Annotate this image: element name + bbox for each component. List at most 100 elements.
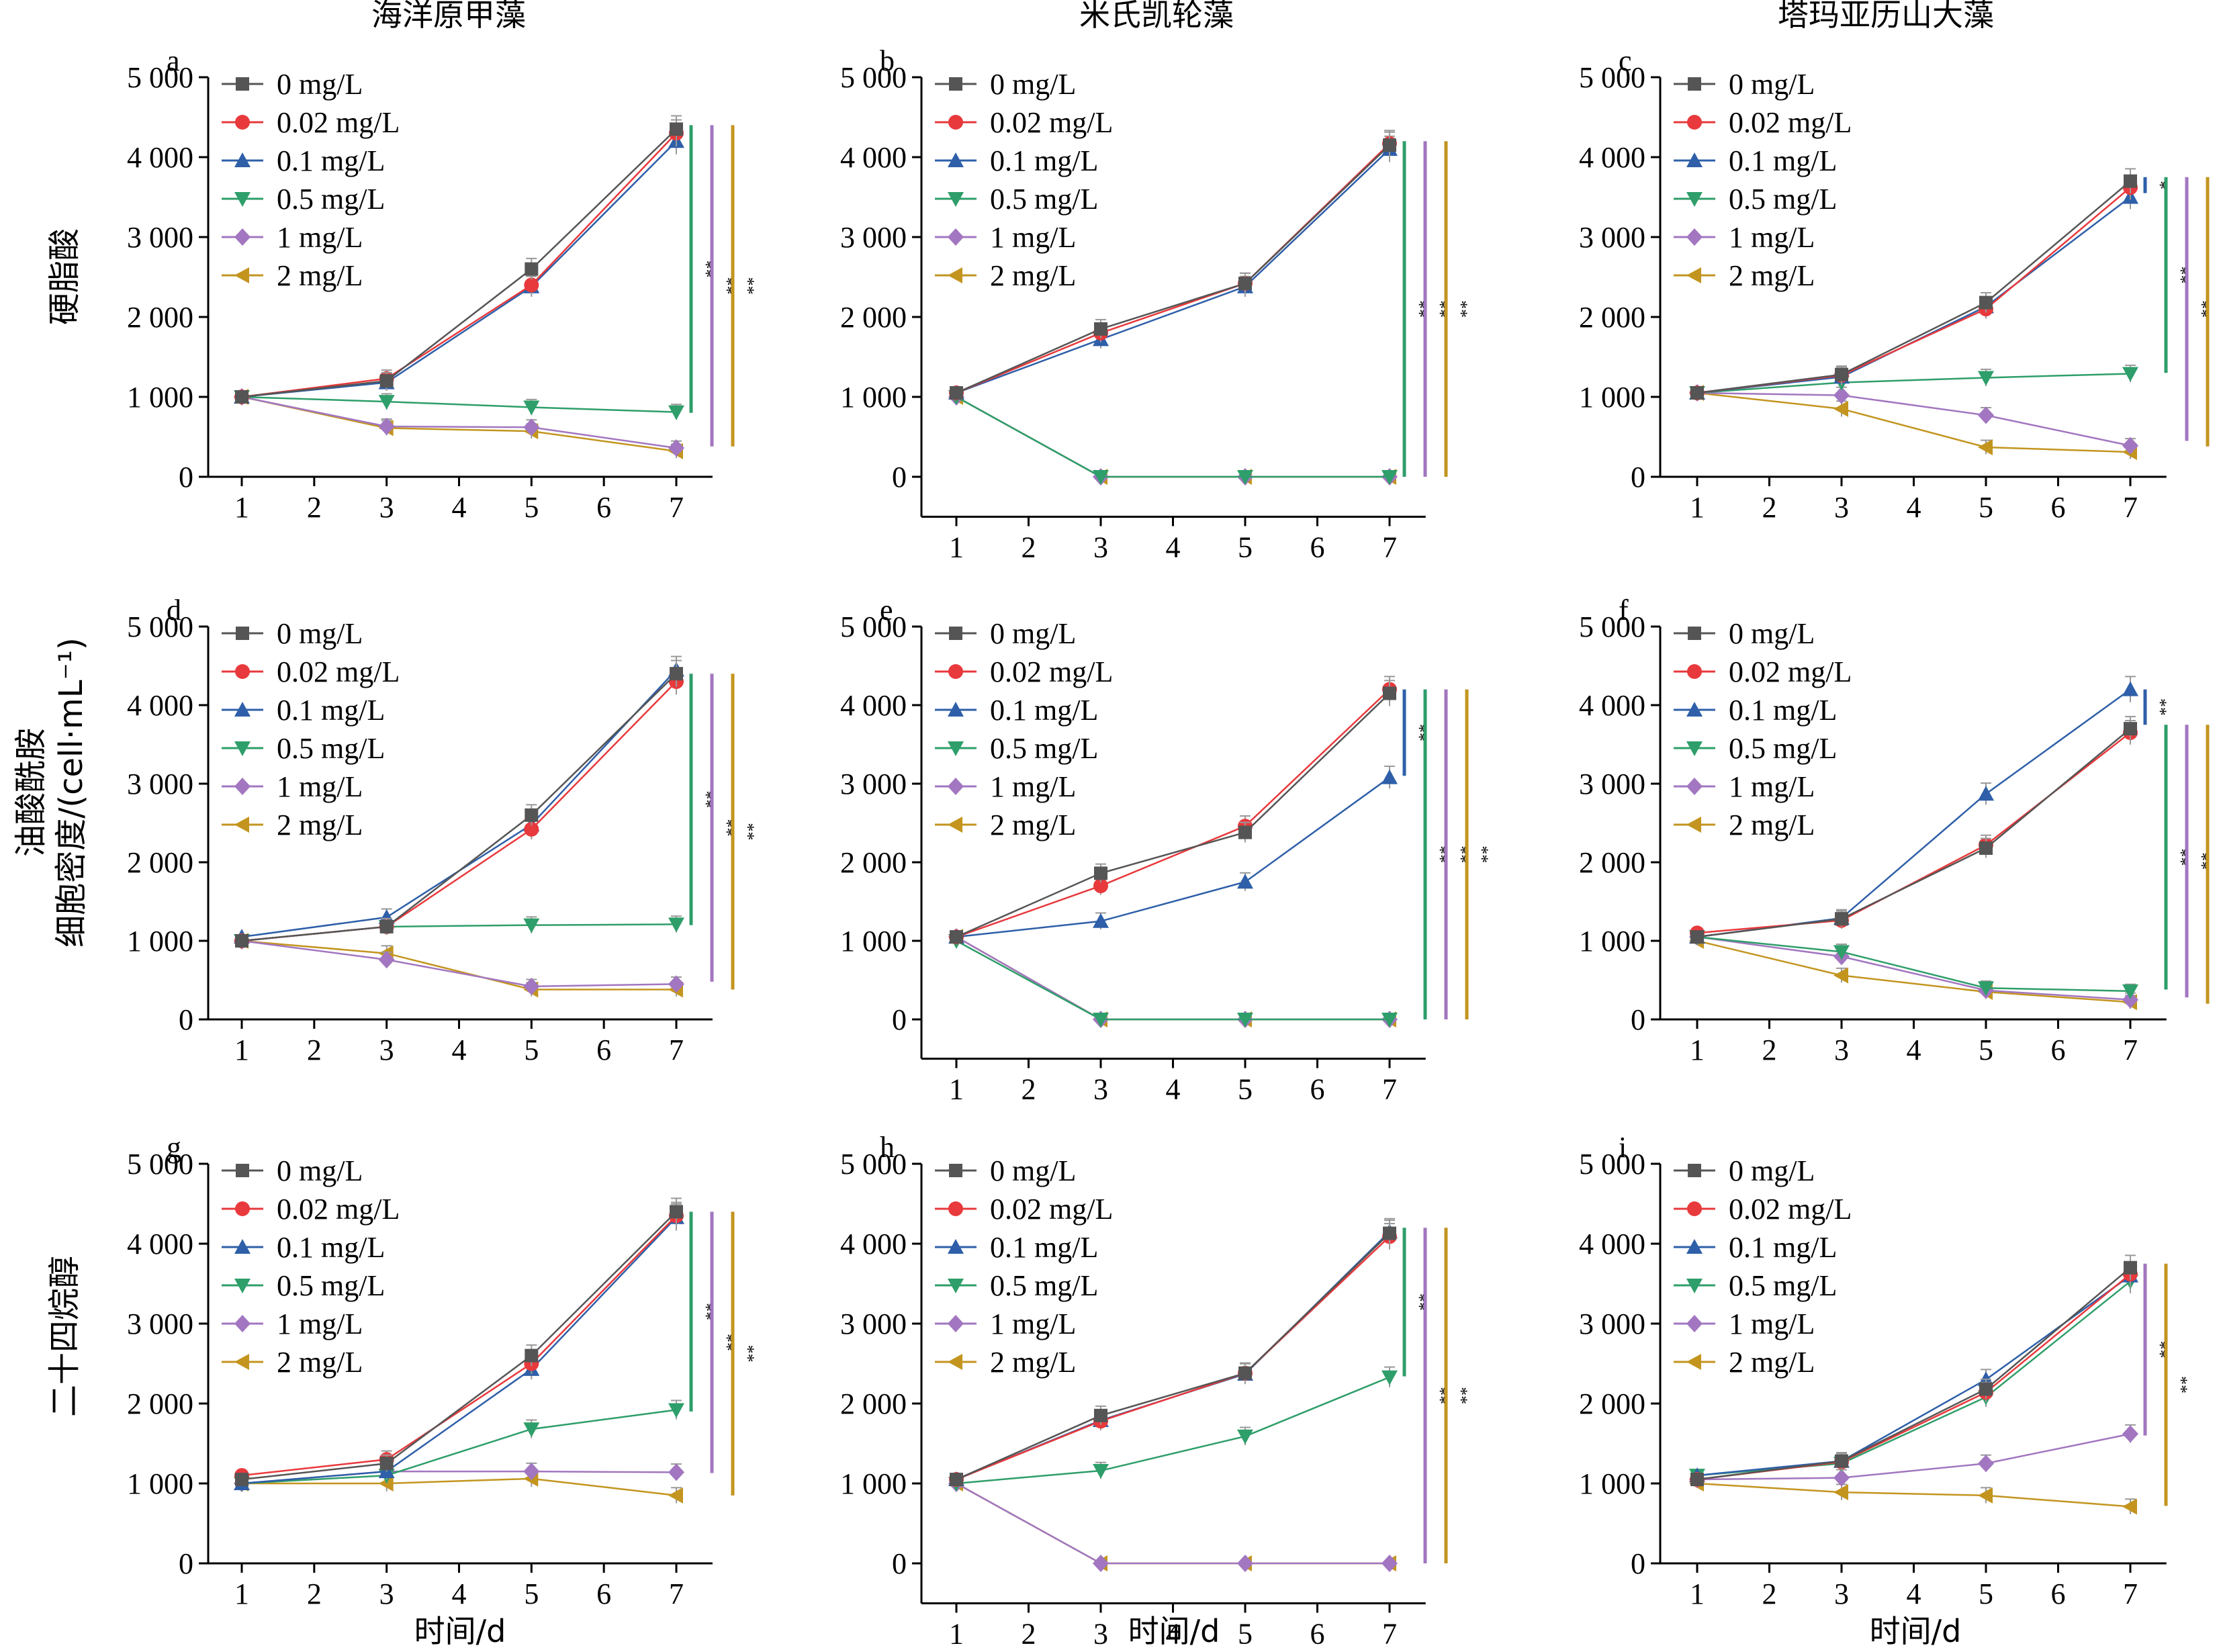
y-tick-label: 2 000: [840, 301, 907, 334]
legend-marker: [1686, 1315, 1703, 1332]
data-point: [378, 395, 395, 410]
legend-marker: [1686, 267, 1701, 283]
legend-label: 2 mg/L: [990, 1346, 1076, 1379]
y-tick-label: 4 000: [840, 689, 907, 722]
legend-label: 0.5 mg/L: [990, 183, 1098, 216]
data-point: [1381, 1013, 1398, 1027]
panel-letter: b: [880, 44, 895, 77]
panel-f: 0 1 000 2 000 3 000 4 000 5 000 1 2 3 4 5 6 7 f 0 mg/L…: [1579, 594, 2221, 1066]
series-line: [241, 923, 677, 942]
y-tick-label: 3 000: [840, 768, 907, 800]
data-point: [1833, 400, 1848, 417]
col-title-3: 塔玛亚历山大藻: [1778, 0, 1994, 33]
data-point: [668, 1403, 684, 1418]
legend-label: 0.5 mg/L: [1729, 732, 1837, 765]
row-label-2: 油酸酰胺: [12, 728, 50, 857]
y-tick-label: 3 000: [1579, 221, 1645, 254]
x-tick-label: 5: [1979, 491, 1993, 524]
legend-label: 1 mg/L: [277, 770, 363, 803]
legend-label: 0 mg/L: [1729, 68, 1815, 101]
panel-letter: h: [880, 1131, 895, 1164]
legend-label: 2 mg/L: [1729, 1346, 1815, 1379]
data-point: [950, 1473, 963, 1487]
panel-i: 0 1 000 2 000 3 000 4 000 5 000 1 2 3 4 5 6 7 i 0 mg/L…: [1579, 1131, 2191, 1610]
legend-label: 0.1 mg/L: [990, 694, 1098, 727]
legend-marker: [235, 115, 250, 130]
data-point: [1237, 1555, 1253, 1572]
series-line: [956, 396, 1390, 478]
legend-marker: [234, 267, 249, 283]
legend-label: 0.1 mg/L: [277, 144, 385, 177]
legend-marker: [1688, 77, 1701, 91]
legend-label: 1 mg/L: [990, 221, 1076, 254]
series-line: [1696, 1432, 2131, 1481]
data-point: [1383, 138, 1396, 152]
x-tick-label: 6: [2051, 1034, 2066, 1066]
data-point: [668, 1463, 684, 1481]
series-line: [241, 128, 677, 398]
y-tick-label: 0: [892, 461, 907, 494]
series-line: [956, 144, 1390, 394]
panel-letter: c: [1619, 44, 1632, 77]
data-point: [1238, 277, 1252, 291]
x-tick-label: 4: [452, 491, 467, 524]
legend-label: 0 mg/L: [990, 68, 1076, 101]
x-tick-label: 1: [949, 1073, 964, 1106]
y-tick-label: 3 000: [1579, 1307, 1645, 1340]
x-tick-label: 5: [524, 491, 539, 524]
row-label-1: 硬脂酸: [46, 228, 83, 325]
y-tick-label: 0: [1631, 1547, 1645, 1580]
series-line: [241, 396, 677, 449]
data-point: [1979, 1382, 1993, 1396]
panel-e: 0 1 000 2 000 3 000 4 000 5 000 1 2 3 4 5 6 7 e 0 mg/L…: [840, 594, 1492, 1106]
legend-label: 1 mg/L: [990, 1307, 1076, 1340]
legend-marker: [234, 1279, 251, 1293]
data-point: [2122, 1498, 2137, 1515]
data-point: [524, 277, 539, 293]
y-tick-label: 5 000: [127, 610, 193, 643]
legend-label: 0 mg/L: [990, 617, 1076, 650]
data-point: [2122, 437, 2138, 455]
x-tick-label: 5: [1979, 1577, 1993, 1610]
legend-marker: [235, 1201, 250, 1216]
y-tick-label: 4 000: [127, 1228, 193, 1260]
y-tick-label: 1 000: [127, 925, 193, 958]
x-tick-label: 7: [1382, 531, 1397, 564]
significance-label: **: [2213, 856, 2221, 873]
legend-marker: [234, 1354, 249, 1370]
panel-g: 0 1 000 2 000 3 000 4 000 5 000 1 2 3 4 5 6 7 g 0 mg/L…: [127, 1131, 758, 1610]
x-tick-label: 5: [524, 1577, 539, 1610]
data-point: [1833, 945, 1850, 960]
series-line: [956, 1236, 1390, 1481]
legend-marker: [234, 1239, 251, 1254]
y-tick-label: 4 000: [127, 141, 193, 174]
series-line: [956, 396, 1390, 478]
data-point: [1093, 1463, 1109, 1479]
legend-marker: [234, 817, 249, 833]
panel-letter: e: [880, 594, 893, 627]
x-tick-label: 2: [1022, 1618, 1036, 1651]
data-point: [670, 1205, 683, 1219]
legend-label: 0.02 mg/L: [990, 1193, 1113, 1226]
legend-marker: [1687, 664, 1702, 679]
legend-label: 0 mg/L: [277, 617, 363, 650]
data-point: [668, 1487, 683, 1504]
legend-marker: [1686, 152, 1703, 167]
significance-label: **: [738, 277, 758, 295]
x-tick-label: 5: [1238, 1618, 1253, 1651]
y-tick-label: 0: [179, 1003, 193, 1036]
data-point: [1978, 371, 1994, 386]
data-point: [1238, 1366, 1252, 1380]
legend-label: 1 mg/L: [277, 1307, 363, 1340]
data-point: [1833, 967, 1848, 984]
data-point: [235, 390, 248, 404]
x-tick-label: 3: [1093, 1618, 1108, 1651]
series-line: [1696, 180, 2131, 394]
series-line: [1696, 935, 2131, 993]
x-tick-label: 5: [1238, 531, 1253, 564]
series-line: [956, 936, 1390, 1021]
data-point: [668, 405, 684, 420]
legend-label: 0.5 mg/L: [990, 1269, 1098, 1302]
series-line: [1696, 939, 2131, 1003]
data-point: [1094, 866, 1107, 880]
